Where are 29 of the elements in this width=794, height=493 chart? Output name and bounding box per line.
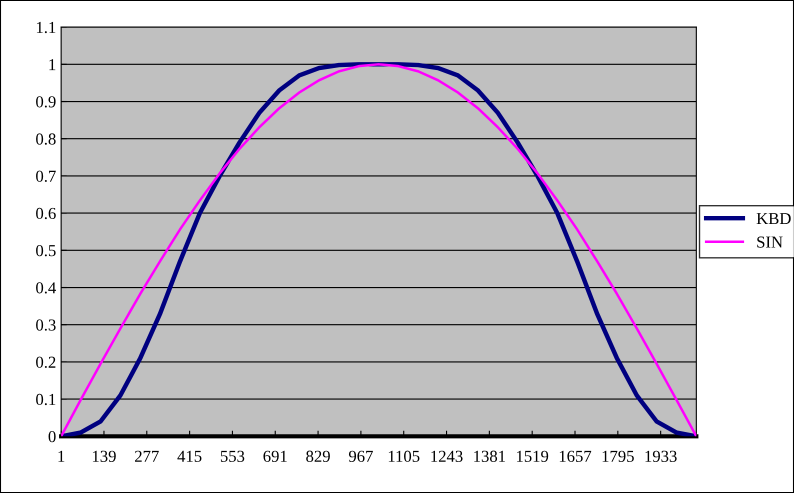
x-tick-label: 553	[220, 450, 244, 462]
x-tick-label: 139	[92, 450, 116, 462]
y-tick-label: 0.5	[36, 245, 56, 256]
y-tick-label: 0.7	[36, 170, 56, 182]
x-tick-label: 1105	[388, 450, 420, 462]
legend-label: KBD	[756, 213, 791, 224]
x-tick-label: 277	[135, 450, 159, 462]
legend-label: SIN	[757, 236, 783, 248]
x-tick-label: 1243	[431, 450, 463, 462]
y-tick-label: 0.3	[36, 319, 56, 331]
y-tick-label: 0.9	[36, 96, 56, 108]
x-tick-label: 1381	[474, 450, 506, 462]
y-tick-label: 0.8	[36, 133, 56, 145]
x-tick-label: 415	[177, 450, 202, 462]
y-tick-label: 0.6	[36, 208, 56, 220]
y-tick-label: 0	[48, 431, 56, 442]
x-tick-label: 1933	[645, 450, 677, 462]
y-tick-label: 1	[49, 59, 56, 70]
y-tick-label: 0.4	[36, 282, 56, 294]
y-tick-label: 1.1	[36, 22, 56, 34]
x-tick-label: 1795	[602, 450, 634, 462]
y-tick-label: 0.1	[36, 394, 56, 406]
y-tick-label: 0.2	[36, 356, 56, 368]
x-tick-label: 691	[263, 450, 287, 462]
x-tick-label: 1	[58, 450, 64, 462]
x-tick-label: 1519	[516, 450, 548, 462]
x-tick-label: 1657	[560, 450, 592, 462]
x-tick-label: 829	[306, 450, 330, 462]
x-tick-label: 967	[348, 450, 373, 462]
